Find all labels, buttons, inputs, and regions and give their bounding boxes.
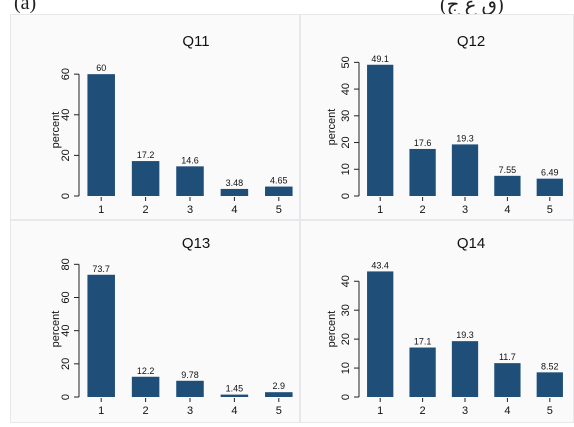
bar xyxy=(536,178,563,196)
x-tick-label: 3 xyxy=(187,204,193,216)
x-tick-label: 3 xyxy=(462,405,468,417)
y-tick-label: 30 xyxy=(340,304,352,316)
x-tick-label: 5 xyxy=(547,405,553,417)
chart-title: Q14 xyxy=(457,235,485,252)
bar-value-label: 12.2 xyxy=(137,366,155,376)
bar xyxy=(409,347,436,397)
y-tick-label: 40 xyxy=(340,83,352,95)
y-tick-label: 10 xyxy=(340,163,352,175)
bar-value-label: 43.4 xyxy=(371,260,389,270)
bar xyxy=(176,166,204,196)
chart-panel-q11: Q11 percent 0 20 40 60 60 1 17.2 2 14.6 3 3.48 4 4.65 5 xyxy=(10,14,300,220)
bar-value-label: 2.9 xyxy=(273,381,286,391)
bar-value-label: 6.49 xyxy=(541,168,559,178)
bar xyxy=(87,74,115,196)
bar-value-label: 49.1 xyxy=(371,54,389,64)
chart-svg: Q12 percent 0 10 20 30 40 50 49.1 1 17.6 2 19.3 3 7.55… xyxy=(326,33,563,216)
bar xyxy=(409,148,436,196)
bar-value-label: 60 xyxy=(96,63,106,73)
y-tick-label: 50 xyxy=(340,56,352,68)
y-tick-label: 0 xyxy=(60,394,72,400)
y-tick-label: 20 xyxy=(340,136,352,148)
chart-panel-q12: Q12 percent 0 10 20 30 40 50 49.1 1 17.6 2 19.3 3 7.55… xyxy=(300,14,574,220)
bar-value-label: 4.65 xyxy=(270,176,288,186)
chart-svg: Q14 percent 0 10 20 30 40 43.4 1 17.1 2 19.3 3 11.7 4 8… xyxy=(326,235,563,417)
x-tick-label: 4 xyxy=(231,405,237,417)
chart-panel-q13: Q13 percent 0 20 40 60 80 73.7 1 12.2 2 9.78 3 1.45 4 2… xyxy=(10,220,300,423)
x-tick-label: 1 xyxy=(377,204,383,216)
chart-title: Q12 xyxy=(457,33,485,50)
bar-value-label: 8.52 xyxy=(541,361,559,371)
bar xyxy=(220,394,249,397)
x-tick-label: 5 xyxy=(547,204,553,216)
chart-svg: Q11 percent 0 20 40 60 60 1 17.2 2 14.6 3 3.48 4 4.65 5 xyxy=(50,33,293,216)
y-tick-label: 20 xyxy=(60,358,72,370)
bar xyxy=(87,274,115,397)
bar xyxy=(367,64,394,196)
chart-title: Q13 xyxy=(182,235,210,252)
y-axis-label: percent xyxy=(326,109,338,146)
y-tick-label: 20 xyxy=(60,149,72,161)
y-tick-label: 0 xyxy=(60,193,72,199)
bar xyxy=(536,372,563,397)
x-tick-label: 1 xyxy=(98,204,104,216)
x-tick-label: 4 xyxy=(504,204,510,216)
bar-value-label: 17.6 xyxy=(414,138,432,148)
y-tick-label: 0 xyxy=(340,394,352,400)
y-axis-label: percent xyxy=(326,311,338,348)
bar-value-label: 9.78 xyxy=(181,370,199,380)
bar xyxy=(131,376,160,397)
x-tick-label: 2 xyxy=(420,204,426,216)
y-tick-label: 0 xyxy=(340,193,352,199)
bar-value-label: 14.6 xyxy=(181,155,199,165)
bar xyxy=(220,188,249,196)
bar-value-label: 7.55 xyxy=(499,165,517,175)
y-axis-label: percent xyxy=(50,311,62,348)
y-tick-label: 20 xyxy=(340,333,352,345)
bar xyxy=(494,363,521,397)
x-tick-label: 5 xyxy=(276,204,282,216)
bar xyxy=(265,392,293,397)
y-tick-label: 80 xyxy=(60,258,72,270)
bar-value-label: 73.7 xyxy=(92,264,110,274)
x-tick-label: 5 xyxy=(276,405,282,417)
bar-value-label: 17.2 xyxy=(137,150,155,160)
bar xyxy=(176,380,204,397)
bar-value-label: 19.3 xyxy=(456,330,474,340)
x-tick-label: 1 xyxy=(98,405,104,417)
y-tick-label: 10 xyxy=(340,362,352,374)
x-tick-label: 3 xyxy=(462,204,468,216)
x-tick-label: 2 xyxy=(143,405,149,417)
bar-value-label: 1.45 xyxy=(226,384,244,394)
y-tick-label: 40 xyxy=(340,275,352,287)
y-tick-label: 60 xyxy=(60,68,72,80)
bar-value-label: 17.1 xyxy=(414,337,432,347)
x-tick-label: 4 xyxy=(231,204,237,216)
y-tick-label: 40 xyxy=(60,325,72,337)
bar-value-label: 3.48 xyxy=(226,178,244,188)
bar xyxy=(265,186,293,196)
y-tick-label: 40 xyxy=(60,109,72,121)
x-tick-label: 3 xyxy=(187,405,193,417)
bar xyxy=(494,175,521,196)
bar xyxy=(451,144,479,196)
caption-fragment-right: (ق ع ج) xyxy=(440,0,504,16)
chart-panel-q14: Q14 percent 0 10 20 30 40 43.4 1 17.1 2 19.3 3 11.7 4 8… xyxy=(300,220,574,423)
y-tick-label: 30 xyxy=(340,110,352,122)
y-axis-label: percent xyxy=(50,112,62,149)
bar xyxy=(131,161,160,196)
bar-value-label: 11.7 xyxy=(499,352,516,362)
x-tick-label: 2 xyxy=(143,204,149,216)
x-tick-label: 1 xyxy=(377,405,383,417)
x-tick-label: 2 xyxy=(420,405,426,417)
caption-fragment-left: (a) xyxy=(14,0,37,14)
y-tick-label: 60 xyxy=(60,291,72,303)
chart-svg: Q13 percent 0 20 40 60 80 73.7 1 12.2 2 9.78 3 1.45 4 2… xyxy=(50,235,293,417)
bar xyxy=(451,341,479,397)
x-tick-label: 4 xyxy=(504,405,510,417)
bar xyxy=(367,271,394,397)
bar-value-label: 19.3 xyxy=(456,133,474,143)
chart-title: Q11 xyxy=(182,33,209,50)
